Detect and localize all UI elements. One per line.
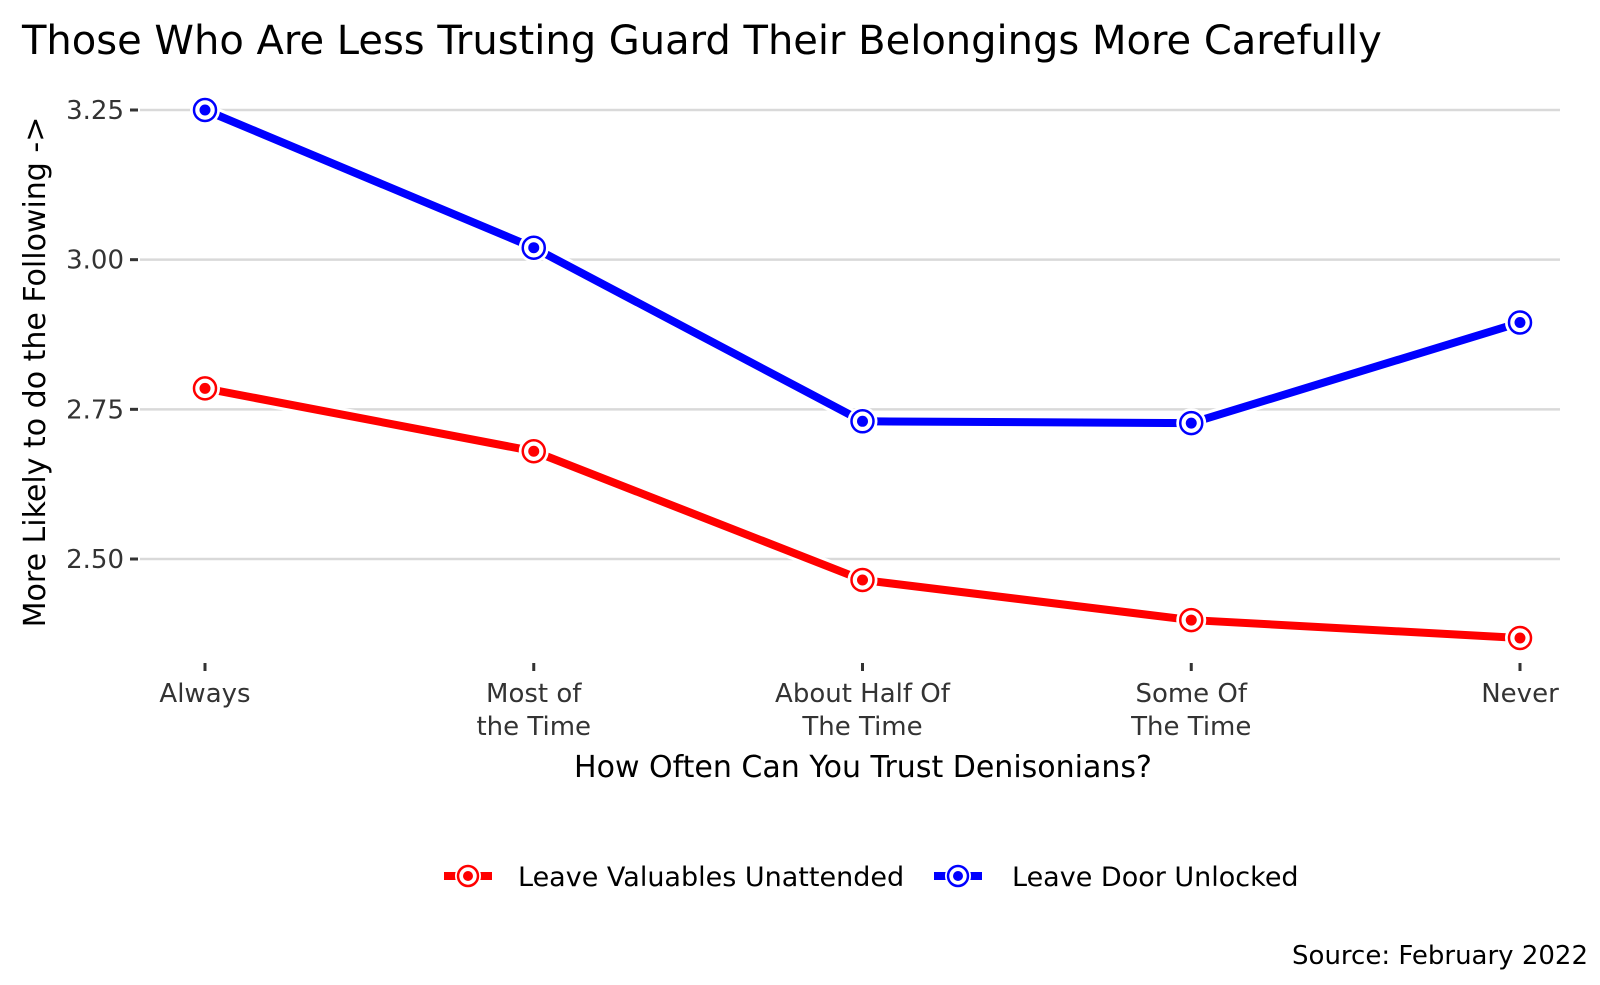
data-point-leave-door-unlocked bbox=[847, 406, 878, 437]
y-axis-ticks: 2.50 2.75 3.00 3.25 bbox=[66, 96, 138, 575]
x-axis-ticks: Always Most of the Time About Half Of The Ti… bbox=[159, 663, 1559, 742]
data-point-leave-door-unlocked bbox=[190, 95, 220, 125]
data-point-leave-door-unlocked bbox=[518, 232, 549, 263]
x-tick-label: Always bbox=[159, 679, 250, 709]
series-line-halo-leave-door-unlocked bbox=[198, 103, 1527, 431]
x-tick-label: Some Of The Time bbox=[1130, 679, 1251, 742]
y-axis-title: More Likely to do the Following -> bbox=[18, 117, 53, 628]
gridlines bbox=[140, 108, 1560, 561]
x-tick-label: Never bbox=[1481, 679, 1559, 709]
x-tick-label: Most of the Time bbox=[476, 679, 591, 742]
data-point-leave-valuables-unattended bbox=[847, 564, 878, 595]
series-lines bbox=[190, 95, 1535, 654]
y-tick-label: 3.25 bbox=[66, 96, 124, 126]
data-point-leave-valuables-unattended bbox=[518, 436, 549, 467]
data-point-leave-valuables-unattended bbox=[190, 373, 220, 404]
data-point-leave-door-unlocked bbox=[1505, 307, 1535, 338]
data-point-leave-valuables-unattended bbox=[1505, 623, 1535, 654]
chart-title: Those Who Are Less Trusting Guard Their … bbox=[21, 18, 1382, 64]
legend-item-leave-valuables-unattended: Leave Valuables Unattended bbox=[444, 862, 904, 893]
data-point-leave-valuables-unattended bbox=[1176, 605, 1207, 636]
x-tick-label: About Half Of The Time bbox=[775, 679, 951, 742]
legend-label: Leave Valuables Unattended bbox=[518, 862, 904, 893]
legend-label: Leave Door Unlocked bbox=[1012, 862, 1299, 893]
source-caption: Source: February 2022 bbox=[1292, 941, 1588, 971]
y-tick-label: 2.50 bbox=[66, 545, 124, 575]
data-point-leave-door-unlocked bbox=[1176, 408, 1207, 439]
x-axis-title: How Often Can You Trust Denisonians? bbox=[574, 750, 1152, 785]
legend-item-leave-door-unlocked: Leave Door Unlocked bbox=[934, 862, 1299, 893]
y-tick-label: 2.75 bbox=[66, 395, 124, 425]
legend: Leave Valuables Unattended Leave Door Unl… bbox=[444, 862, 1299, 893]
y-tick-label: 3.00 bbox=[66, 246, 124, 276]
